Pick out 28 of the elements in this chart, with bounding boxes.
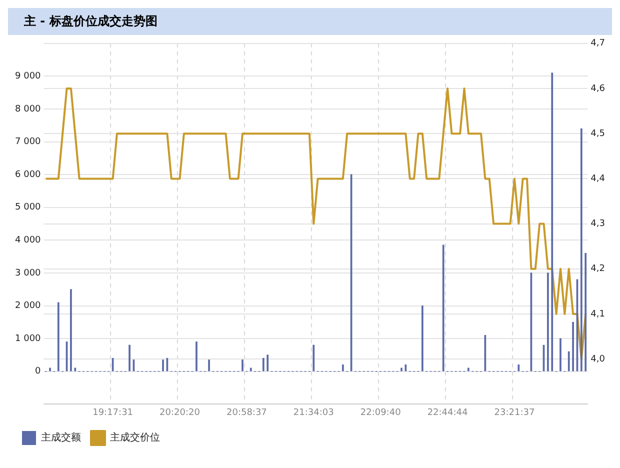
y2-tick-label: 4,6: [590, 84, 606, 94]
y-tick-label: 2 000: [15, 301, 42, 312]
y2-tick-label: 4,0: [590, 354, 606, 364]
y2-tick-label: 4,2: [590, 264, 606, 274]
x-tick-label: 20:58:37: [226, 408, 267, 418]
legend-label: 主成交额: [41, 432, 81, 444]
y-tick-label: 4 000: [15, 236, 42, 246]
x-tick-label: 19:17:31: [92, 408, 134, 418]
y-tick-label: 8 000: [15, 104, 42, 114]
legend-label: 主成交价位: [110, 432, 160, 444]
x-tick-label: 22:44:44: [427, 408, 468, 418]
chart-title: 主 - 标盘价位成交走势图: [8, 8, 612, 35]
y-tick-label: 7 000: [15, 137, 42, 148]
x-tick-label: 23:21:37: [494, 408, 535, 418]
y-tick-label: 9 000: [15, 72, 42, 82]
y2-tick-label: 4,4: [590, 174, 606, 184]
y-tick-label: 0: [35, 366, 42, 377]
y2-tick-label: 4,1: [590, 309, 606, 320]
y-tick-label: 3 000: [15, 268, 42, 278]
y-tick-label: 6 000: [15, 170, 42, 180]
y-tick-label: 5 000: [15, 202, 42, 213]
x-tick-label: 20:20:20: [160, 408, 200, 418]
x-tick-label: 21:34:03: [293, 408, 334, 418]
y2-tick-label: 4,3: [590, 219, 606, 230]
y2-tick-label: 4,5: [590, 128, 606, 139]
y-tick-label: 1 000: [15, 334, 42, 344]
y2-tick-label: 4,7: [590, 38, 606, 49]
x-tick-label: 22:09:40: [360, 408, 402, 418]
